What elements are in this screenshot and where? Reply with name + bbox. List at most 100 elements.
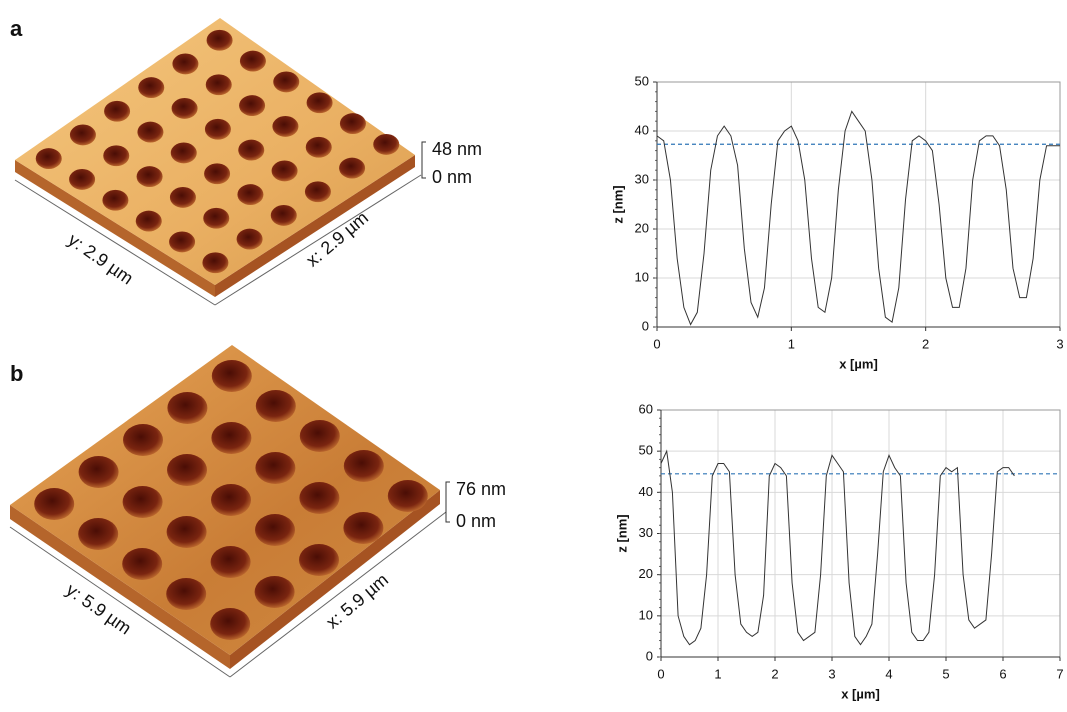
afm-hole [69, 169, 95, 190]
y-tick-label: 40 [639, 484, 653, 499]
y-tick-label: 0 [646, 648, 653, 663]
figure: a b 48 nm0 nmy: 2.9 µmx: 2.9 µm76 nm0 nm… [0, 0, 1067, 712]
y-tick-label: 20 [639, 566, 653, 581]
x-tick-label: 4 [885, 666, 892, 681]
panel-label: a [10, 16, 23, 41]
x-axis-label: x [µm] [841, 686, 880, 701]
afm-hole [240, 51, 266, 72]
afm-hole [34, 488, 74, 520]
page: body { margin: 0; background: #fff; font… [0, 0, 1067, 712]
afm-z-bracket [446, 482, 450, 522]
afm-hole [237, 184, 263, 205]
afm-hole [122, 548, 162, 580]
afm-hole [343, 512, 383, 544]
afm-hole [78, 518, 118, 550]
afm-z-label: 48 nm [432, 139, 482, 159]
plot-frame [657, 82, 1060, 327]
y-tick-label: 20 [635, 220, 649, 235]
afm-z-label: 76 nm [456, 479, 506, 499]
afm-hole [167, 516, 207, 548]
afm-hole [211, 422, 251, 454]
afm-hole [166, 578, 206, 610]
x-tick-label: 2 [771, 666, 778, 681]
x-tick-label: 3 [828, 666, 835, 681]
y-tick-label: 60 [639, 401, 653, 416]
afm-hole [307, 92, 333, 113]
profile-line [657, 111, 1060, 324]
afm-hole [137, 122, 163, 143]
x-tick-label: 2 [922, 336, 929, 351]
afm-hole [169, 232, 195, 253]
panel-label: b [10, 361, 23, 386]
afm-hole [239, 95, 265, 116]
afm-hole [273, 72, 299, 93]
afm-hole [238, 140, 264, 161]
afm-hole [103, 145, 129, 166]
afm-hole [136, 211, 162, 232]
afm-hole [79, 456, 119, 488]
afm-hole [255, 576, 295, 608]
afm-hole [212, 360, 252, 392]
afm-hole [344, 450, 384, 482]
afm-hole [138, 77, 164, 98]
afm-hole [36, 148, 62, 169]
x-tick-label: 6 [999, 666, 1006, 681]
afm-z-bracket [422, 142, 426, 178]
y-axis-label: z [nm] [614, 514, 629, 552]
afm-hole [171, 143, 197, 164]
body: {"panels": [ {"label": "a", "afm": {"z_m… [0, 0, 1067, 712]
afm-hole [388, 480, 428, 512]
afm-hole [70, 125, 96, 146]
afm-hole [203, 208, 229, 229]
afm-hole [211, 484, 251, 516]
afm-hole [299, 482, 339, 514]
afm-hole [167, 454, 207, 486]
afm-hole [339, 158, 365, 179]
afm-hole [237, 229, 263, 250]
afm-hole [206, 74, 232, 95]
afm-hole [256, 390, 296, 422]
afm-hole [210, 608, 250, 640]
afm-hole [202, 252, 228, 273]
afm-hole [300, 420, 340, 452]
afm-hole [272, 161, 298, 182]
afm-hole [299, 544, 339, 576]
afm-hole [271, 205, 297, 226]
x-tick-label: 0 [657, 666, 664, 681]
afm-z-label: 0 nm [432, 167, 472, 187]
y-axis-label: z [nm] [610, 185, 625, 223]
afm-hole [172, 54, 198, 75]
afm-hole [373, 134, 399, 155]
afm-z-label: 0 nm [456, 511, 496, 531]
afm-hole [272, 116, 298, 137]
x-tick-label: 1 [714, 666, 721, 681]
y-tick-label: 40 [635, 122, 649, 137]
y-tick-label: 0 [642, 318, 649, 333]
y-tick-label: 50 [635, 73, 649, 88]
afm-hole [204, 163, 230, 184]
y-tick-label: 30 [635, 171, 649, 186]
x-tick-label: 7 [1056, 666, 1063, 681]
afm-hole [137, 166, 163, 187]
afm-hole [123, 424, 163, 456]
afm-hole [205, 119, 231, 140]
x-tick-label: 0 [653, 336, 660, 351]
afm-hole [207, 30, 233, 51]
x-tick-label: 1 [788, 336, 795, 351]
afm-hole [172, 98, 198, 119]
afm-hole [305, 181, 331, 202]
afm-hole [102, 190, 128, 211]
afm-hole [255, 452, 295, 484]
y-tick-label: 30 [639, 525, 653, 540]
afm-hole [123, 486, 163, 518]
y-tick-label: 50 [639, 443, 653, 458]
afm-hole [340, 113, 366, 134]
afm-hole [170, 187, 196, 208]
afm-hole [104, 101, 130, 122]
afm-hole [255, 514, 295, 546]
x-axis-label: x [µm] [839, 356, 878, 371]
x-tick-label: 5 [942, 666, 949, 681]
afm-hole [306, 137, 332, 158]
afm-hole [167, 392, 207, 424]
y-tick-label: 10 [635, 269, 649, 284]
